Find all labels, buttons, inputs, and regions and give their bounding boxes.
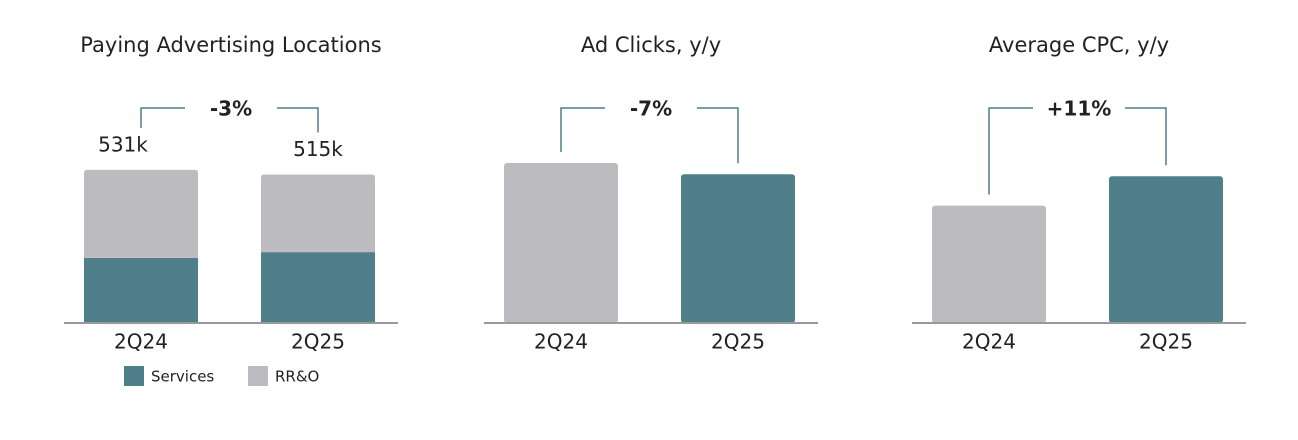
x-tick-label: 2Q24 <box>114 330 168 354</box>
x-tick-label: 2Q24 <box>962 330 1016 354</box>
bar-segment <box>261 174 375 253</box>
legend-label: Services <box>151 368 214 386</box>
bracket <box>140 107 319 133</box>
bar-segment <box>84 257 198 323</box>
change-annotation: +11% <box>1047 97 1112 121</box>
x-tick-label: 2Q25 <box>291 330 345 354</box>
x-tick-label: 2Q25 <box>1139 330 1193 354</box>
bar <box>504 163 618 323</box>
bar-segment <box>84 169 198 258</box>
bar <box>1109 176 1223 323</box>
chart-title: Ad Clicks, y/y <box>581 33 721 57</box>
legend-swatch <box>124 366 144 386</box>
change-annotation: -3% <box>210 97 252 121</box>
legend-swatch <box>248 366 268 386</box>
legend-label: RR&O <box>275 368 319 386</box>
change-annotation: -7% <box>630 97 672 121</box>
bar-segment <box>261 252 375 323</box>
bar <box>681 174 795 323</box>
x-tick-label: 2Q25 <box>711 330 765 354</box>
chart-title: Average CPC, y/y <box>989 33 1169 57</box>
bracket <box>560 107 739 164</box>
chart-title: Paying Advertising Locations <box>80 33 381 57</box>
total-label: 531k <box>98 132 148 156</box>
bar <box>932 205 1046 323</box>
x-tick-label: 2Q24 <box>534 330 588 354</box>
total-label: 515k <box>293 137 343 161</box>
bracket <box>988 107 1167 195</box>
